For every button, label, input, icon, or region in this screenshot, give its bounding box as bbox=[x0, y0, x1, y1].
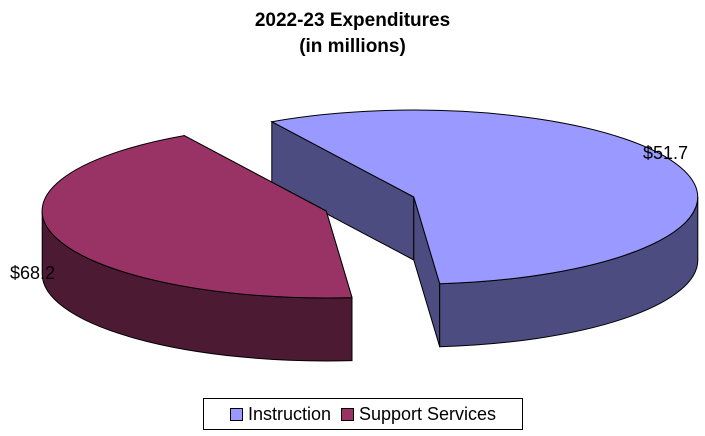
chart-subtitle-line: (in millions) bbox=[299, 36, 406, 57]
legend-swatch-instruction bbox=[229, 407, 243, 421]
pie-slice-top-instruction bbox=[270, 109, 699, 285]
pie-slice-top-support-services bbox=[41, 135, 353, 299]
legend-swatch-support-services bbox=[340, 407, 354, 421]
legend-label-support-services: Support Services bbox=[358, 403, 497, 424]
chart-legend: Instruction Support Services bbox=[203, 398, 523, 430]
pie-slice-instruction bbox=[270, 109, 699, 348]
chart-title: 2022-23 Expenditures (in millions) bbox=[0, 8, 705, 60]
pie-slice-support-services bbox=[41, 134, 353, 362]
chart-title-line: 2022-23 Expenditures bbox=[254, 10, 451, 31]
data-label-support-services: $51.7 bbox=[643, 143, 688, 163]
legend-label-instruction: Instruction bbox=[247, 403, 331, 424]
legend-item-support-services: Support Services bbox=[340, 403, 497, 425]
legend-item-instruction: Instruction bbox=[229, 403, 331, 425]
data-label-instruction: $68.2 bbox=[10, 263, 55, 283]
